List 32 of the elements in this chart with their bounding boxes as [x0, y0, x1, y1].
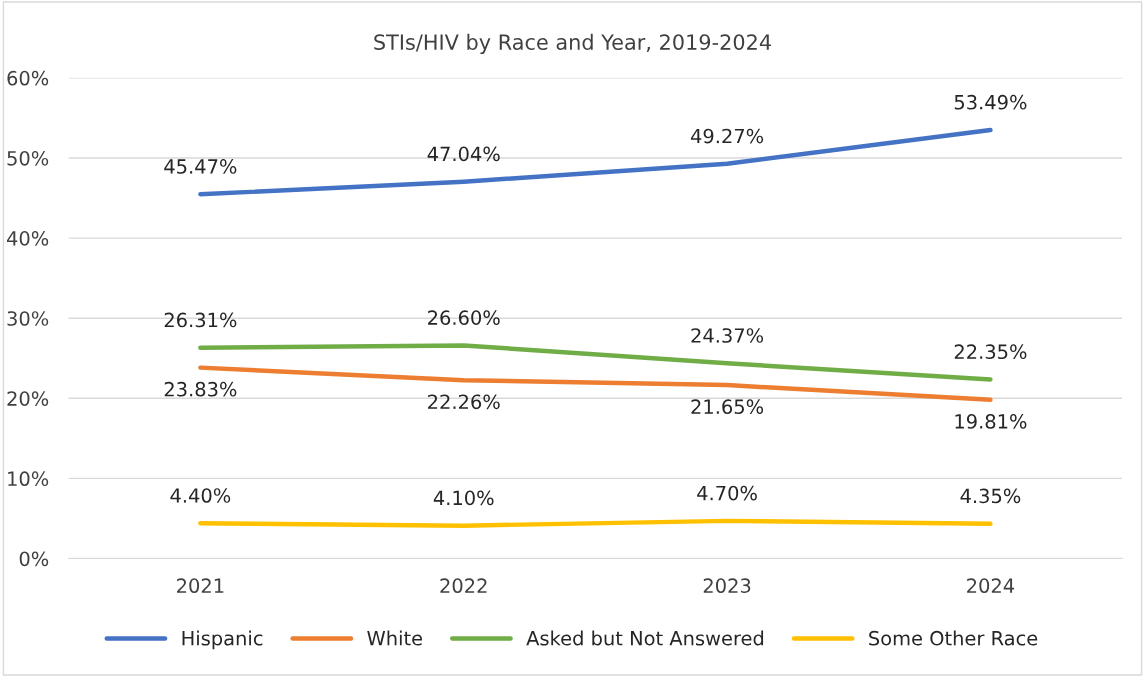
- data-label: 26.60%: [428, 310, 500, 325]
- data-label: 23.83%: [164, 381, 237, 397]
- data-label: 4.10%: [433, 490, 494, 506]
- y-tick-label: 0%: [19, 551, 49, 567]
- data-label: 4.70%: [697, 485, 757, 501]
- data-label: 24.37%: [691, 328, 764, 343]
- y-tick-label: 40%: [6, 231, 49, 246]
- data-label: 45.47%: [164, 159, 237, 174]
- legend-label: White: [367, 630, 423, 646]
- chart-title: STIs/HIV by Race and Year, 2019-2024: [374, 33, 771, 55]
- x-tick-label: 2024: [967, 578, 1015, 594]
- data-label: 49.27%: [690, 128, 764, 144]
- data-label: 21.65%: [691, 399, 764, 415]
- data-label: 47.04%: [427, 146, 500, 162]
- data-label: 22.35%: [954, 344, 1027, 360]
- y-tick-label: 10%: [8, 471, 49, 487]
- x-tick-label: 2021: [177, 578, 224, 594]
- y-tick-label: 30%: [7, 311, 49, 326]
- data-label: 4.40%: [170, 488, 231, 503]
- y-tick-label: 60%: [7, 70, 49, 86]
- x-tick-label: 2023: [703, 578, 751, 594]
- data-label: 26.31%: [164, 312, 237, 328]
- data-label: 22.26%: [428, 394, 500, 410]
- y-tick-label: 50%: [7, 150, 49, 166]
- x-tick-label: 2022: [440, 578, 487, 594]
- data-label: 19.81%: [955, 414, 1027, 429]
- y-tick-label: 20%: [7, 391, 49, 406]
- legend-label: Hispanic: [182, 630, 263, 650]
- data-label: 53.49%: [954, 94, 1027, 110]
- data-label: 4.35%: [960, 488, 1021, 504]
- legend-label: Some Other Race: [869, 630, 1038, 646]
- legend-label: Asked but Not Answered: [526, 630, 764, 646]
